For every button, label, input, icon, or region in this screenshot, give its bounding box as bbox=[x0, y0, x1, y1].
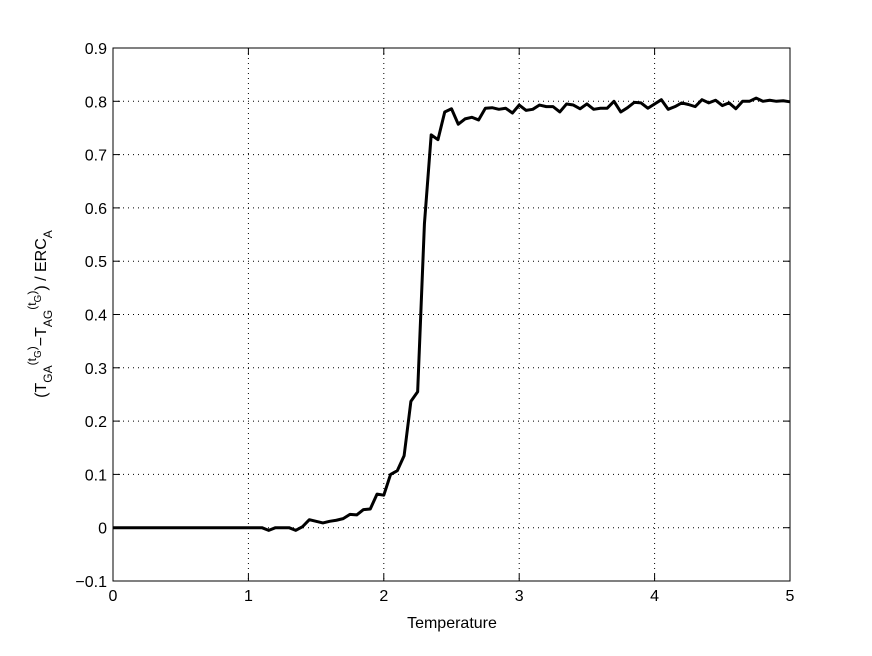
y-tick-label: 0.6 bbox=[85, 201, 107, 218]
y-label-part: (T bbox=[33, 382, 50, 397]
data-line bbox=[113, 96, 791, 532]
y-tick-label: 0.1 bbox=[85, 467, 107, 484]
y-tick-label: 0.5 bbox=[85, 254, 107, 271]
y-tick-label: 0.3 bbox=[85, 361, 107, 378]
y-label-part: −T bbox=[33, 327, 50, 346]
y-label-part: A bbox=[41, 230, 55, 238]
y-tick-label: 0.4 bbox=[85, 308, 107, 325]
x-axis-label: Temperature bbox=[407, 615, 497, 632]
y-label-part: ) bbox=[25, 291, 39, 295]
x-tick-label: 5 bbox=[786, 588, 795, 605]
x-tick-label: 1 bbox=[244, 588, 253, 605]
y-label-part: ) / ERC bbox=[33, 238, 50, 290]
y-label-part: GA bbox=[41, 365, 55, 382]
y-label-part: G bbox=[33, 294, 44, 302]
y-axis-label: (TGA(tG)−TAG(tG)) / ERCA bbox=[25, 230, 55, 398]
x-tick-label: 2 bbox=[379, 588, 388, 605]
y-tick-label: 0.8 bbox=[85, 94, 107, 111]
y-label-part: ) bbox=[25, 346, 39, 350]
y-tick-label: 0.7 bbox=[85, 148, 107, 165]
y-tick-label: 0.2 bbox=[85, 414, 107, 431]
y-label-part: G bbox=[33, 350, 44, 358]
y-tick-label: 0 bbox=[98, 521, 107, 538]
y-tick-label: 0.9 bbox=[85, 41, 107, 58]
x-tick-label: 3 bbox=[515, 588, 524, 605]
y-label-part: (t bbox=[25, 302, 39, 310]
x-tick-label: 0 bbox=[109, 588, 118, 605]
y-label-part: (t bbox=[25, 357, 39, 365]
plot-frame bbox=[112, 47, 791, 582]
y-label-part: AG bbox=[41, 310, 55, 327]
x-tick-label: 4 bbox=[650, 588, 659, 605]
y-tick-label: −0.1 bbox=[75, 574, 107, 591]
